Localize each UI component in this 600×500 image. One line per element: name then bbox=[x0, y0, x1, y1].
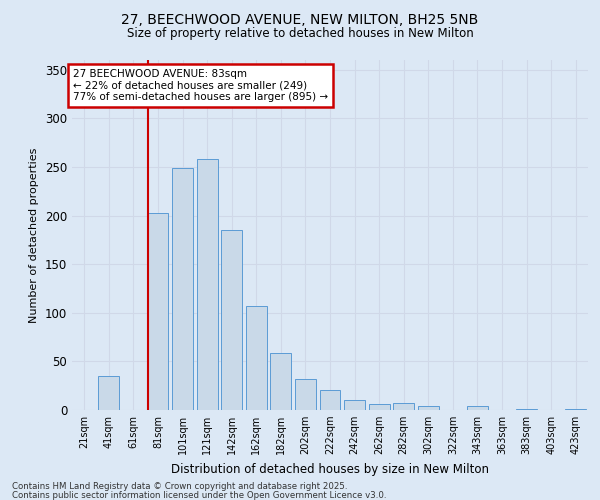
Bar bbox=[148, 212, 169, 410]
Bar bbox=[271, 352, 292, 410]
Bar bbox=[516, 409, 537, 410]
Y-axis label: Number of detached properties: Number of detached properties bbox=[29, 148, 40, 322]
Bar bbox=[320, 390, 340, 410]
Bar bbox=[393, 403, 414, 410]
Bar bbox=[98, 376, 119, 410]
Text: Contains public sector information licensed under the Open Government Licence v3: Contains public sector information licen… bbox=[12, 490, 386, 500]
Bar bbox=[172, 168, 193, 410]
Bar bbox=[344, 400, 365, 410]
Bar bbox=[565, 409, 586, 410]
Text: 27, BEECHWOOD AVENUE, NEW MILTON, BH25 5NB: 27, BEECHWOOD AVENUE, NEW MILTON, BH25 5… bbox=[121, 12, 479, 26]
Text: Size of property relative to detached houses in New Milton: Size of property relative to detached ho… bbox=[127, 28, 473, 40]
Text: Contains HM Land Registry data © Crown copyright and database right 2025.: Contains HM Land Registry data © Crown c… bbox=[12, 482, 347, 491]
X-axis label: Distribution of detached houses by size in New Milton: Distribution of detached houses by size … bbox=[171, 462, 489, 475]
Text: 27 BEECHWOOD AVENUE: 83sqm
← 22% of detached houses are smaller (249)
77% of sem: 27 BEECHWOOD AVENUE: 83sqm ← 22% of deta… bbox=[73, 69, 328, 102]
Bar bbox=[368, 404, 389, 410]
Bar bbox=[295, 379, 316, 410]
Bar bbox=[197, 159, 218, 410]
Bar bbox=[246, 306, 267, 410]
Bar bbox=[418, 406, 439, 410]
Bar bbox=[221, 230, 242, 410]
Bar bbox=[467, 406, 488, 410]
